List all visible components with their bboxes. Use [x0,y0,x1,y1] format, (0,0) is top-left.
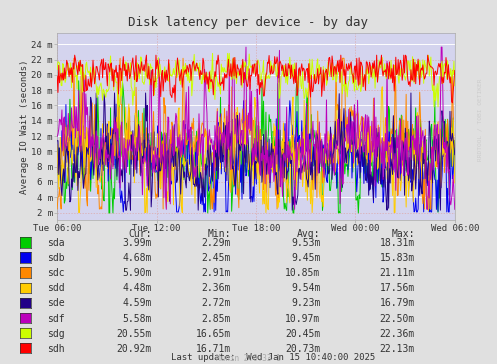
Text: 9.53m: 9.53m [291,238,321,248]
Text: 18.31m: 18.31m [380,238,415,248]
Text: RRDTOOL / TOBI OETIKER: RRDTOOL / TOBI OETIKER [477,79,482,161]
Text: sde: sde [47,298,65,308]
Text: Max:: Max: [392,229,415,239]
Text: Last update:  Wed Jan 15 10:40:00 2025: Last update: Wed Jan 15 10:40:00 2025 [171,353,375,362]
Text: 20.45m: 20.45m [285,329,321,339]
Text: 2.45m: 2.45m [202,253,231,263]
Text: 2.91m: 2.91m [202,268,231,278]
Text: 9.45m: 9.45m [291,253,321,263]
Text: 2.85m: 2.85m [202,313,231,324]
Text: 10.85m: 10.85m [285,268,321,278]
Text: 2.29m: 2.29m [202,238,231,248]
Text: 10.97m: 10.97m [285,313,321,324]
Text: 21.11m: 21.11m [380,268,415,278]
Text: Disk latency per device - by day: Disk latency per device - by day [129,16,368,29]
Text: 2.72m: 2.72m [202,298,231,308]
Y-axis label: Average IO Wait (seconds): Average IO Wait (seconds) [20,59,29,194]
Text: 4.59m: 4.59m [122,298,152,308]
Text: 3.99m: 3.99m [122,238,152,248]
Text: 5.90m: 5.90m [122,268,152,278]
Text: sdf: sdf [47,313,65,324]
Text: 4.68m: 4.68m [122,253,152,263]
Text: sda: sda [47,238,65,248]
Text: 5.58m: 5.58m [122,313,152,324]
Text: 9.54m: 9.54m [291,284,321,293]
Text: Cur:: Cur: [128,229,152,239]
Text: 2.36m: 2.36m [202,284,231,293]
Text: 4.48m: 4.48m [122,284,152,293]
Text: 16.65m: 16.65m [196,329,231,339]
Text: 9.23m: 9.23m [291,298,321,308]
Text: sdc: sdc [47,268,65,278]
Text: 20.73m: 20.73m [285,344,321,354]
Text: 22.50m: 22.50m [380,313,415,324]
Text: sdd: sdd [47,284,65,293]
Text: 17.56m: 17.56m [380,284,415,293]
Text: Min:: Min: [208,229,231,239]
Text: sdb: sdb [47,253,65,263]
Text: 22.36m: 22.36m [380,329,415,339]
Text: Munin 2.0.33-1: Munin 2.0.33-1 [216,354,281,363]
Text: 20.55m: 20.55m [116,329,152,339]
Text: Avg:: Avg: [297,229,321,239]
Text: 16.71m: 16.71m [196,344,231,354]
Text: 22.13m: 22.13m [380,344,415,354]
Text: 20.92m: 20.92m [116,344,152,354]
Text: sdg: sdg [47,329,65,339]
Text: sdh: sdh [47,344,65,354]
Text: 16.79m: 16.79m [380,298,415,308]
Text: 15.83m: 15.83m [380,253,415,263]
